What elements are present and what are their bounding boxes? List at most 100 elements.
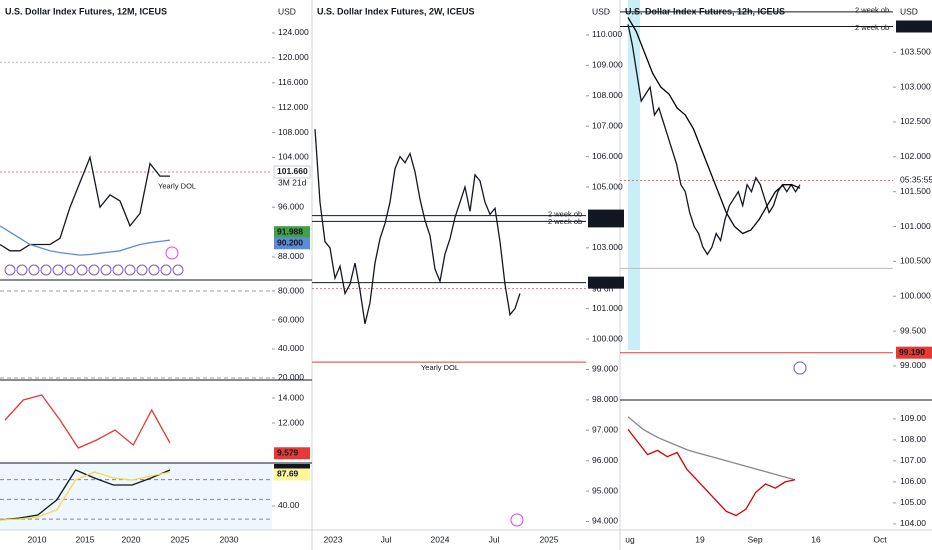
price-line [314, 129, 521, 324]
price-tag [274, 226, 310, 239]
price-label: 99.000 [900, 360, 926, 370]
price-tag-label: 90.200 [277, 238, 303, 248]
price-label: 60.000 [278, 314, 304, 324]
price-label: 94.000 [592, 516, 618, 526]
annotation: 2 week ob [548, 217, 582, 226]
annotation: Yearly DOL [158, 182, 196, 191]
currency-label: USD [900, 6, 918, 16]
price-label: 102.500 [900, 116, 931, 126]
price-label: 110.000 [592, 29, 622, 39]
annotation: 2 week ob [855, 23, 889, 32]
price-line [627, 24, 801, 256]
session-band [628, 0, 640, 350]
time-label: ug [625, 534, 635, 544]
price-line [627, 416, 796, 481]
price-tag [274, 447, 310, 460]
countdown: 05:35:55 [900, 174, 932, 184]
price-tag-label: 91.988 [277, 226, 303, 236]
time-label: 2020 [122, 534, 141, 544]
price-label: 96.000 [278, 201, 304, 211]
price-label: 109.000 [592, 60, 623, 70]
time-label: Sep [747, 534, 762, 544]
panel-title: U.S. Dollar Index Futures, 12M, ICEUS [5, 6, 167, 16]
price-line [4, 394, 171, 449]
price-label: 104.000 [278, 152, 309, 162]
price-line [0, 155, 170, 252]
time-label: 2015 [76, 534, 95, 544]
price-label: 88.000 [278, 251, 304, 261]
price-label: 97.000 [592, 425, 618, 435]
price-label: 101.500 [900, 186, 931, 196]
price-label: 80.000 [278, 285, 304, 295]
price-label: 106.000 [592, 151, 623, 161]
price-label: 108.000 [592, 90, 623, 100]
price-label: 103.000 [592, 242, 623, 252]
annotation: 2 week ob [855, 5, 889, 14]
price-label: 12.000 [278, 417, 304, 427]
price-line [627, 17, 801, 235]
price-tag [588, 276, 624, 289]
price-label: 120.000 [278, 52, 309, 62]
price-label: 99.500 [900, 325, 926, 335]
indicator-band [0, 463, 272, 530]
time-label: 16 [811, 534, 821, 544]
price-label: 109.00 [900, 413, 926, 423]
price-line [0, 469, 171, 521]
time-label: 2010 [28, 534, 47, 544]
price-tag [896, 20, 932, 33]
price-label: 99.000 [592, 364, 618, 374]
price-tag [274, 468, 310, 481]
currency-label: USD [592, 6, 610, 16]
price-label: 40.000 [278, 343, 304, 353]
price-label: 20.000 [278, 372, 304, 382]
price-label: 100.000 [592, 333, 623, 343]
price-label: 103.000 [900, 81, 931, 91]
time-label: 2025 [171, 534, 190, 544]
price-tag-label: 103.870 [899, 21, 930, 31]
price-label: 107.00 [900, 455, 926, 465]
price-label: 106.00 [900, 476, 926, 486]
price-label: 100.500 [900, 256, 931, 266]
price-label: 104.00 [900, 518, 926, 528]
time-label: 19 [695, 534, 705, 544]
price-tag [273, 165, 311, 179]
price-tag [274, 237, 310, 250]
price-label: 102.000 [900, 151, 931, 161]
price-label: 124.000 [278, 27, 309, 37]
price-label: 14.000 [278, 392, 304, 402]
price-label: 105.00 [900, 497, 926, 507]
price-tag-label: 9.579 [277, 448, 299, 458]
annotation: 2 week ob [548, 209, 582, 218]
price-label: 101.000 [900, 221, 931, 231]
price-label: 40.00 [278, 500, 300, 510]
price-label: 96.000 [592, 455, 618, 465]
price-label: 101.000 [592, 303, 623, 313]
price-label: 105.000 [592, 181, 623, 191]
price-tag-label: 101.855 [591, 277, 622, 287]
time-label: 2025 [540, 534, 559, 544]
time-label: Jul [489, 534, 500, 544]
price-label: 112.000 [278, 102, 308, 112]
panel-title: U.S. Dollar Index Futures, 2W, ICEUS [317, 6, 475, 16]
price-line [0, 225, 171, 256]
price-label: 100.000 [900, 290, 931, 300]
price-label: 98.000 [592, 394, 618, 404]
price-label: 95.000 [592, 485, 618, 495]
price-tag [588, 215, 624, 228]
price-line [627, 429, 796, 517]
time-label: 2023 [324, 534, 343, 544]
price-tag-label: 87.69 [277, 469, 299, 479]
price-label: 103.500 [900, 47, 931, 57]
price-tag-label: 104.060 [591, 210, 622, 220]
price-line [0, 471, 171, 521]
price-tag-label: 103.870 [591, 216, 622, 226]
price-label: 108.000 [278, 127, 309, 137]
price-tag-label: 99.190 [899, 347, 925, 357]
price-tag [896, 346, 932, 359]
annotation: Yearly DOL [421, 363, 459, 372]
price-tag-label: 101.660 [277, 166, 308, 176]
time-label: Jul [381, 534, 392, 544]
price-label: 108.00 [900, 434, 926, 444]
price-label: 116.000 [278, 77, 308, 87]
